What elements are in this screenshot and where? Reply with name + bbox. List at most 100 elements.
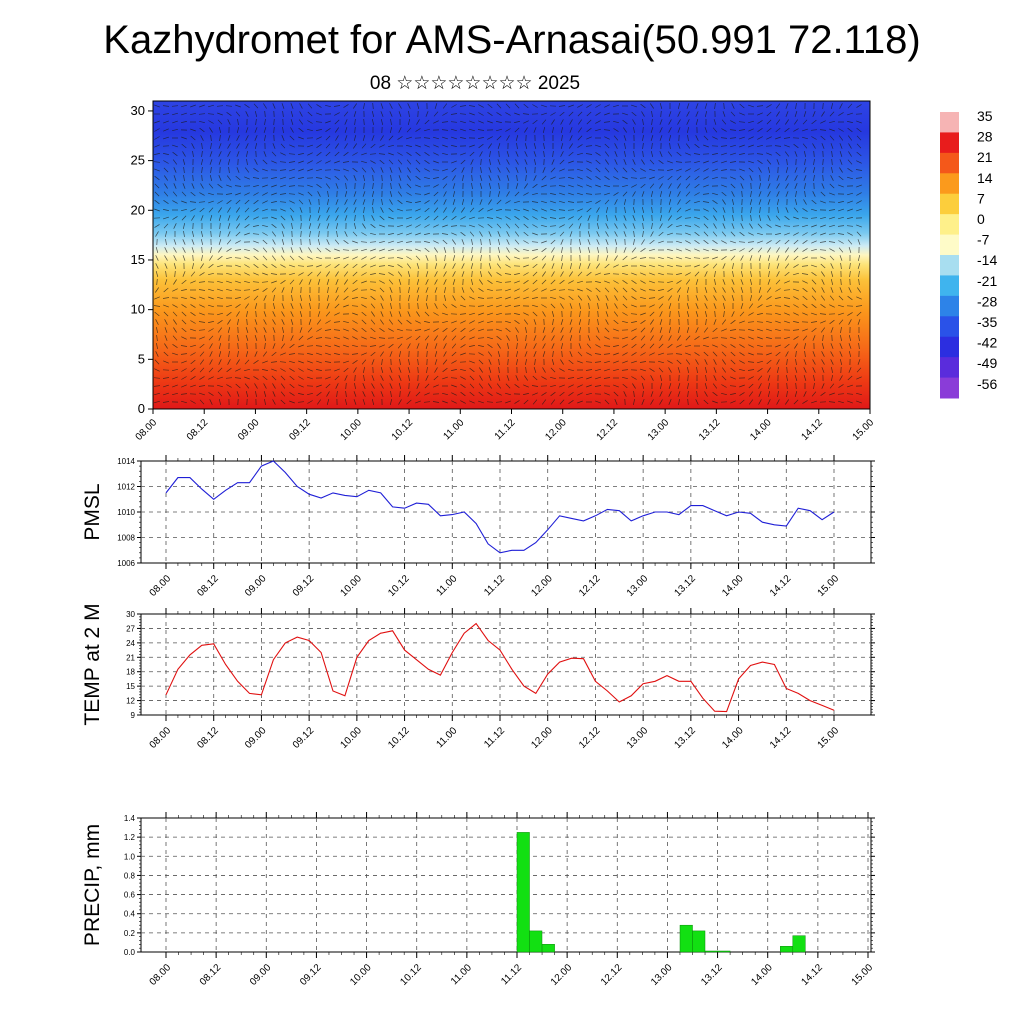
wind-barb <box>586 376 592 380</box>
colorbar-label: -42 <box>977 335 997 351</box>
wind-barb <box>433 312 439 316</box>
wind-barb <box>309 302 311 310</box>
wind-barb <box>659 391 663 397</box>
wind-barb <box>424 224 430 228</box>
wind-barb <box>441 233 449 235</box>
wind-barb <box>828 216 836 220</box>
wind-barb <box>568 280 574 284</box>
wind-barb <box>398 367 402 373</box>
wind-barb <box>216 288 224 292</box>
wind-barb <box>614 295 618 301</box>
wind-barb <box>163 113 169 115</box>
wind-barb <box>704 295 708 301</box>
wind-barb <box>154 120 160 124</box>
wind-barb <box>253 288 259 292</box>
colorbar-label: -21 <box>977 273 997 289</box>
wind-barb <box>154 104 160 108</box>
wind-barb <box>397 159 403 165</box>
wind-barb <box>739 112 745 116</box>
wind-barb <box>757 304 763 308</box>
wind-barb <box>460 344 466 348</box>
wind-barb <box>407 271 411 277</box>
wind-barb <box>685 344 691 348</box>
wind-barb <box>813 382 815 390</box>
wind-barb <box>632 383 636 389</box>
wind-barb <box>622 272 628 276</box>
wind-barb <box>614 255 618 261</box>
wind-barb <box>586 136 592 140</box>
wind-barb <box>622 352 628 356</box>
wind-barb <box>253 208 259 212</box>
wind-barb <box>504 281 512 283</box>
wind-barb <box>668 367 672 373</box>
wind-barb <box>792 288 800 292</box>
precip-bar <box>717 950 731 953</box>
wind-barb <box>425 111 429 117</box>
wind-barb <box>551 335 555 341</box>
wind-barb <box>631 184 637 188</box>
wind-barb <box>181 319 187 325</box>
wind-barb <box>218 175 222 181</box>
wind-barb <box>254 319 258 325</box>
wind-barb <box>415 255 421 261</box>
colorbar-swatch <box>940 377 959 399</box>
wind-barb <box>613 360 619 364</box>
colorbar-swatch <box>940 193 959 215</box>
colorbar-label: -7 <box>977 232 990 248</box>
wind-barb <box>550 376 556 380</box>
wind-barb <box>155 231 159 237</box>
wind-barb <box>460 159 466 165</box>
wind-barb <box>433 144 439 148</box>
wind-barb <box>642 230 644 238</box>
wind-barb <box>407 167 411 173</box>
wind-barb <box>218 207 222 213</box>
wind-barb <box>651 206 653 214</box>
wind-barb <box>201 255 203 261</box>
wind-barb <box>297 401 305 403</box>
wind-barb <box>685 359 691 365</box>
wind-barb <box>426 294 428 302</box>
wind-barb <box>397 328 403 332</box>
wind-barb <box>730 376 736 380</box>
wind-barb <box>388 265 394 267</box>
wind-barb <box>757 240 763 244</box>
wind-barb <box>389 111 393 117</box>
wind-barb <box>514 223 520 229</box>
wind-barb <box>288 153 296 155</box>
wind-barb <box>522 113 530 115</box>
wind-barb <box>378 273 386 275</box>
wind-barb <box>388 135 394 141</box>
wind-barb <box>191 247 195 253</box>
wind-barb <box>648 289 656 291</box>
wind-barb <box>857 319 861 325</box>
wind-barb <box>667 249 673 251</box>
wind-barb <box>180 393 188 395</box>
wind-barb <box>596 207 600 213</box>
wind-barb <box>677 335 681 341</box>
wind-barb <box>794 391 798 397</box>
wind-barb <box>559 200 565 204</box>
wind-barb <box>721 384 727 388</box>
wind-barb <box>497 351 501 357</box>
wind-barb <box>730 248 736 252</box>
wind-barb <box>624 143 626 149</box>
wind-barb <box>712 168 718 172</box>
wind-barb <box>595 152 601 156</box>
wind-barb <box>478 352 484 356</box>
wind-barb <box>687 383 689 389</box>
wind-barb <box>775 351 781 357</box>
wind-barb <box>776 359 780 365</box>
wind-barb <box>676 359 682 365</box>
wind-barb <box>687 134 689 142</box>
wind-barb <box>613 368 619 372</box>
wind-barb <box>776 263 780 269</box>
wind-barb <box>433 240 439 244</box>
wind-barb <box>163 311 169 317</box>
wind-barb <box>181 121 187 123</box>
wind-barb <box>333 321 341 323</box>
wind-barb <box>721 119 727 125</box>
wind-barb <box>362 383 366 389</box>
wind-barb <box>434 303 438 309</box>
wind-barb <box>370 248 376 252</box>
wind-barb <box>640 183 646 189</box>
